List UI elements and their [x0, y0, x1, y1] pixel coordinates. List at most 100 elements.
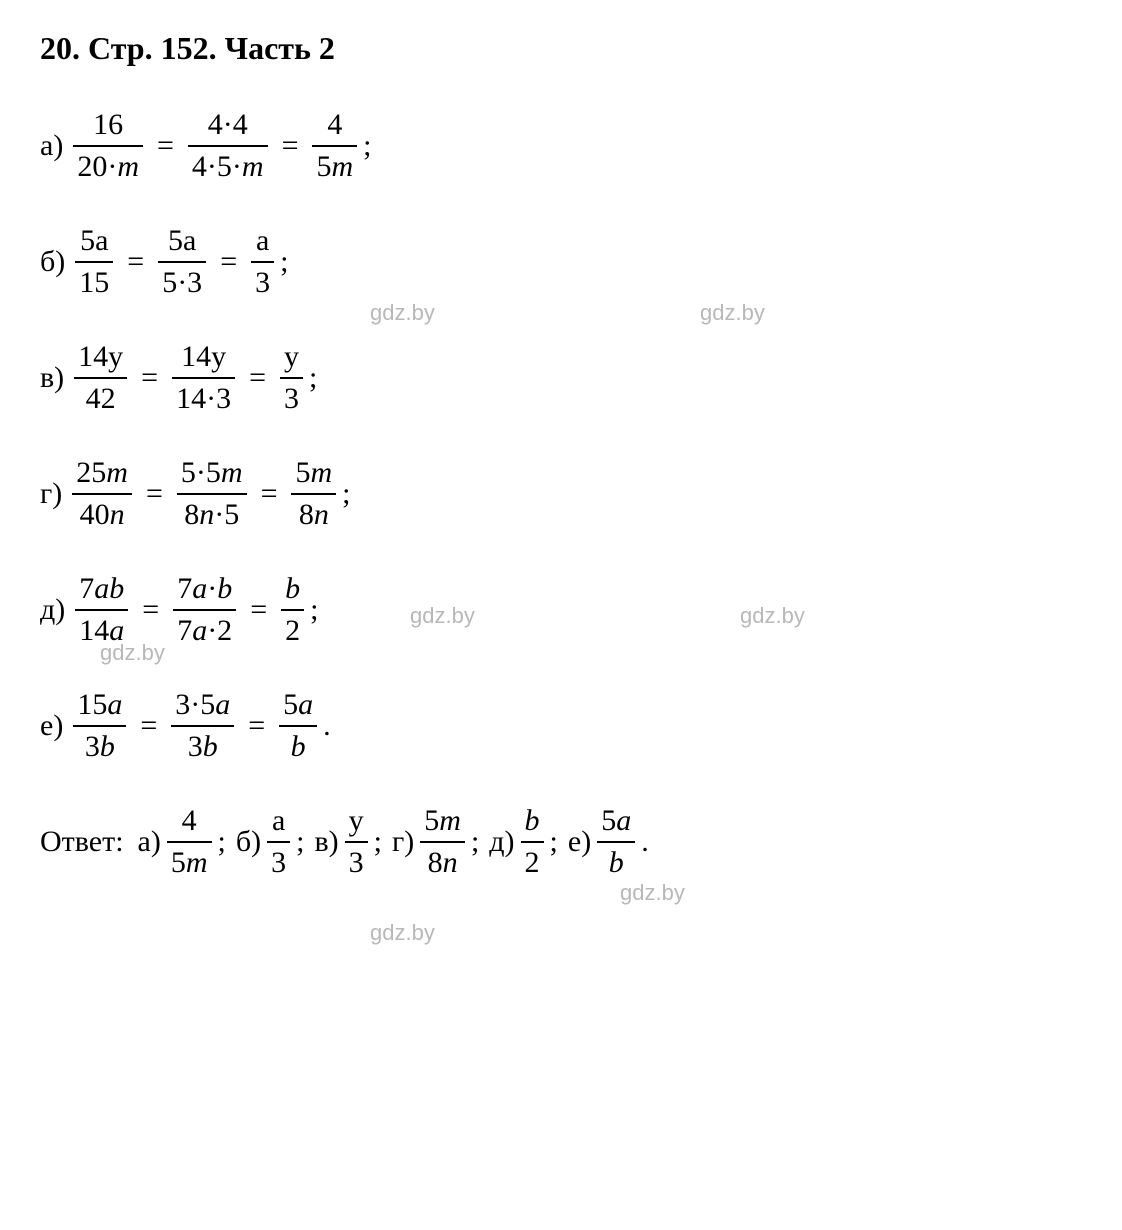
numerator: a	[268, 803, 289, 839]
fraction-bar	[75, 261, 113, 263]
terminator: ;	[309, 361, 317, 395]
numerator: 5·5m	[177, 455, 247, 491]
fraction: a3	[267, 803, 290, 881]
fraction: b2	[521, 803, 544, 881]
fraction-bar	[172, 377, 235, 379]
denominator: 8n	[295, 497, 333, 533]
denominator: 42	[82, 381, 120, 417]
numerator: 15a	[73, 687, 126, 723]
watermark: gdz.by	[620, 880, 685, 906]
fraction: 14y42	[74, 339, 127, 417]
numerator: b	[281, 571, 304, 607]
denominator: b	[605, 845, 628, 881]
equals-sign: =	[220, 245, 237, 279]
fraction: 5·5m8n·5	[177, 455, 247, 533]
fraction-bar	[291, 493, 336, 495]
numerator: 5a	[279, 687, 317, 723]
fraction-bar	[279, 725, 317, 727]
numerator: 4	[323, 107, 346, 143]
numerator: 16	[89, 107, 127, 143]
equation-line: в)14y42=14y14·3=y3;	[40, 339, 1082, 417]
answer-item-label: в)	[314, 825, 338, 859]
fraction: 5a b	[597, 803, 635, 881]
numerator: 7a·b	[173, 571, 236, 607]
numerator: y	[345, 803, 368, 839]
terminator: ;	[363, 129, 371, 163]
numerator: 3·5a	[171, 687, 234, 723]
fraction: 5ab	[279, 687, 317, 765]
answer-segment: д) b2;	[483, 803, 558, 881]
denominator: 40n	[76, 497, 129, 533]
answer-segment: в) y3;	[308, 803, 382, 881]
equals-sign: =	[142, 593, 159, 627]
denominator: 3	[251, 265, 274, 301]
equation-line: е)15a3b=3·5a3b=5ab.	[40, 687, 1082, 765]
equation-line: д)7ab14a=7a·b7a·2=b2;	[40, 571, 1082, 649]
fraction-bar	[597, 841, 635, 843]
fraction-bar	[73, 145, 143, 147]
denominator: 2	[281, 613, 304, 649]
equation-line: г)25m40n=5·5m8n·5=5m8n;	[40, 455, 1082, 533]
equals-sign: =	[249, 361, 266, 395]
answer-separator: ;	[471, 825, 479, 859]
fraction-bar	[312, 145, 357, 147]
numerator: 14y	[74, 339, 127, 375]
denominator: 14·3	[172, 381, 235, 417]
answer-segment: е) 5ab.	[562, 803, 649, 881]
fraction-bar	[158, 261, 206, 263]
fraction-bar	[281, 609, 304, 611]
answer-separator: ;	[550, 825, 558, 859]
terminator: ;	[342, 477, 350, 511]
fraction: 7ab14a	[75, 571, 128, 649]
fraction-bar	[177, 493, 247, 495]
denominator: 3b	[184, 729, 222, 765]
equals-sign: =	[261, 477, 278, 511]
denominator: 20·m	[73, 149, 143, 185]
numerator: 5a	[164, 223, 200, 259]
fraction: 16 20·m	[73, 107, 143, 185]
numerator: 25m	[72, 455, 132, 491]
numerator: 5m	[420, 803, 465, 839]
fraction: 4·44·5·m	[188, 107, 268, 185]
item-label: г)	[40, 477, 62, 511]
answer-separator: ;	[218, 825, 226, 859]
terminator: ;	[310, 593, 318, 627]
fraction: 7a·b7a·2	[173, 571, 236, 649]
answer-segment: а) 45m;	[132, 803, 226, 881]
answer-item-label: б)	[236, 825, 261, 859]
item-label: в)	[40, 361, 64, 395]
answer-item-label: г)	[392, 825, 414, 859]
item-label: а)	[40, 129, 63, 163]
denominator: 8n	[424, 845, 462, 881]
answer-line: Ответ: а) 45m; б) a3; в) y3; г) 5m8n; д)…	[40, 803, 1082, 881]
fraction-bar	[167, 841, 212, 843]
fraction: 3·5a 3b	[171, 687, 234, 765]
equals-sign: =	[127, 245, 144, 279]
numerator: 5a	[76, 223, 112, 259]
denominator: 4·5·m	[188, 149, 268, 185]
numerator: 5a	[597, 803, 635, 839]
fraction-bar	[345, 841, 368, 843]
equation-line: б)5a15=5a5·3=a3;	[40, 223, 1082, 301]
denominator: 14a	[75, 613, 128, 649]
denominator: 3b	[81, 729, 119, 765]
fraction: 5m8n	[420, 803, 465, 881]
watermark: gdz.by	[370, 920, 435, 946]
fraction-bar	[73, 725, 126, 727]
numerator: a	[252, 223, 273, 259]
fraction: 45m	[167, 803, 212, 881]
fraction-bar	[521, 841, 544, 843]
answer-segment: б) a3;	[230, 803, 305, 881]
fraction: 5a5·3	[158, 223, 206, 301]
fraction-bar	[267, 841, 290, 843]
denominator: 15	[75, 265, 113, 301]
fraction: b2	[281, 571, 304, 649]
item-label: д)	[40, 593, 65, 627]
answer-item-label: д)	[489, 825, 514, 859]
denominator: 2	[521, 845, 544, 881]
answer-parts: а) 45m; б) a3; в) y3; г) 5m8n; д) b2; е)…	[132, 803, 653, 881]
equals-sign: =	[282, 129, 299, 163]
fraction: 5m8n	[291, 455, 336, 533]
numerator: y	[280, 339, 303, 375]
fraction-bar	[420, 841, 465, 843]
